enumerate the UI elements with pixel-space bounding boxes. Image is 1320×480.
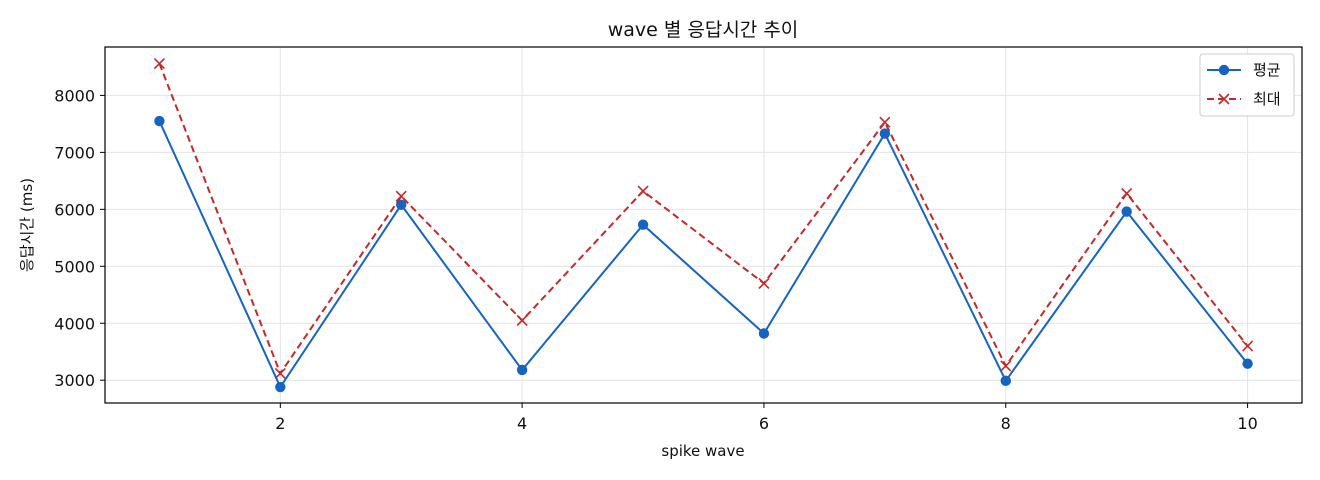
data-point: [880, 117, 890, 127]
data-point: [759, 328, 769, 338]
plot-frame: [105, 47, 1302, 403]
y-tick-label: 6000: [54, 200, 95, 219]
y-tick-label: 3000: [54, 371, 95, 390]
series-line: [159, 121, 1247, 387]
data-point: [1001, 376, 1011, 386]
legend: 평균최대: [1200, 54, 1294, 116]
data-point: [1121, 206, 1131, 216]
data-point: [1242, 358, 1252, 368]
x-tick-label: 4: [517, 414, 527, 433]
legend-label: 최대: [1253, 90, 1281, 108]
data-point: [154, 59, 164, 69]
data-point: [396, 200, 406, 210]
series-line: [159, 64, 1247, 374]
data-point: [275, 382, 285, 392]
legend-marker: [1219, 65, 1229, 75]
data-point: [638, 220, 648, 230]
y-tick-label: 4000: [54, 314, 95, 333]
series-평균: [154, 116, 1253, 392]
x-tick-label: 2: [275, 414, 285, 433]
series-group: [154, 59, 1253, 393]
y-tick-label: 8000: [54, 86, 95, 105]
series-최대: [154, 59, 1252, 379]
y-axis-label: 응답시간 (ms): [18, 178, 36, 272]
y-tick-label: 7000: [54, 143, 95, 162]
x-axis-label: spike wave: [661, 442, 744, 460]
axis-ticks: 2 4 6 8 10 3000 4000 5000 6000 7000 8000: [54, 86, 1257, 433]
data-point: [638, 186, 648, 196]
data-point: [880, 128, 890, 138]
x-tick-label: 8: [1001, 414, 1011, 433]
x-tick-label: 6: [759, 414, 769, 433]
data-point: [517, 365, 527, 375]
y-tick-label: 5000: [54, 257, 95, 276]
x-tick-label: 10: [1237, 414, 1257, 433]
legend-label: 평균: [1253, 61, 1281, 79]
grid: [105, 47, 1302, 403]
data-point: [1122, 188, 1132, 198]
chart-title: wave 별 응답시간 추이: [608, 19, 799, 41]
data-point: [154, 116, 164, 126]
